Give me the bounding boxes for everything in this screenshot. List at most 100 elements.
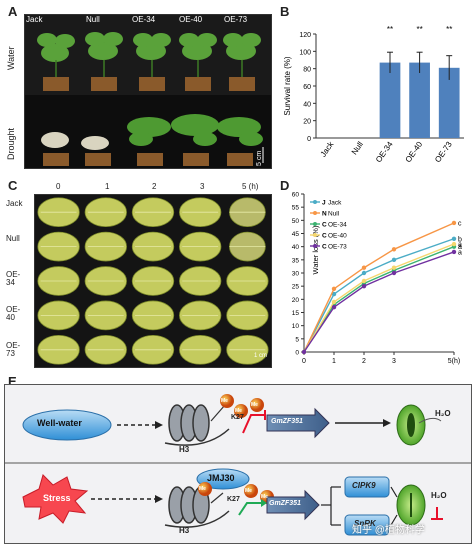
series-point xyxy=(331,299,337,305)
timepoint-3: 3 xyxy=(200,182,205,191)
leaf-1-1 xyxy=(84,231,127,262)
significance-letter: b xyxy=(458,236,462,243)
plant-photo-a xyxy=(24,14,272,169)
y-tick-label: 100 xyxy=(299,49,311,56)
series-point xyxy=(361,283,367,289)
x-tick-label: 2 xyxy=(362,358,366,365)
panel-c-letter: C xyxy=(8,178,18,193)
bar-oe-34 xyxy=(379,62,401,138)
survival-rate-chart: 0 20 40 60 80 100 120 Survival rate (%) Jack Null… xyxy=(283,25,464,165)
series-point xyxy=(451,241,457,247)
scale-a: 5 cm xyxy=(256,150,263,166)
jmj30-label: JMJ30 xyxy=(207,473,235,483)
leaf-3-4 xyxy=(226,300,269,331)
y-tick-label: 40 xyxy=(303,101,311,108)
y-tick-label: 30 xyxy=(292,271,300,278)
me-label-1: Me xyxy=(221,398,228,404)
y-tick-label: 60 xyxy=(292,192,300,199)
legend-label: OE-40 xyxy=(328,233,347,240)
category-label: OE-34 xyxy=(374,140,395,165)
timepoint-0: 0 xyxy=(56,182,61,191)
leaf-2-1 xyxy=(84,266,127,296)
leaf-photo-c xyxy=(34,194,272,368)
well-water-label: Well-water xyxy=(37,418,82,428)
series-point xyxy=(451,249,457,255)
row-label-water: Water xyxy=(6,46,16,70)
cipk9-label: CIPK9 xyxy=(352,481,376,490)
x-tick-label: 1 xyxy=(332,358,336,365)
panel-d-letter: D xyxy=(280,178,290,193)
significance-letter: a xyxy=(458,249,462,256)
series-point xyxy=(331,305,337,310)
leaf-0-4 xyxy=(229,197,266,228)
series-point xyxy=(391,257,397,263)
leaf-row-null: Null xyxy=(6,234,20,243)
panel-e-letter: E xyxy=(8,374,17,389)
timepoint-2: 2 xyxy=(152,182,157,191)
me-label-5: Me xyxy=(245,488,252,494)
plant-photo-a-drawing xyxy=(25,15,271,168)
legend-label: OE-73 xyxy=(328,244,347,251)
bar-oe-40 xyxy=(409,62,430,138)
leaf-1-0 xyxy=(37,231,80,262)
legend-label: Null xyxy=(328,211,340,218)
model-diagram-drawing xyxy=(5,394,471,536)
legend-prefix: C xyxy=(322,222,327,229)
genotype-jack: Jack xyxy=(26,15,43,24)
legend-prefix: C xyxy=(322,233,327,240)
scale-c: 1 cm xyxy=(254,353,268,359)
y-tick-label: 20 xyxy=(292,297,300,304)
me-label-4: Me xyxy=(199,486,206,492)
genotype-oe73: OE-73 xyxy=(224,15,248,24)
timepoint-5h: 5 (h) xyxy=(242,182,259,191)
leaf-row-jack: Jack xyxy=(6,199,23,208)
series-point xyxy=(301,349,307,355)
y-tick-label: 10 xyxy=(292,323,300,330)
leaf-4-3 xyxy=(179,334,222,365)
stress-label: Stress xyxy=(43,493,71,503)
series-point xyxy=(331,286,337,291)
legend-marker xyxy=(313,244,317,248)
me-label-3: Me xyxy=(251,402,258,408)
y-tick-label: 20 xyxy=(303,119,311,126)
x-tick-label: 5(h) xyxy=(448,358,460,365)
y-tick-label: 120 xyxy=(299,32,311,39)
significance-letter: a xyxy=(458,244,462,251)
significance-label: ** xyxy=(387,25,393,34)
leaf-0-2 xyxy=(131,197,175,228)
legend-label: Jack xyxy=(328,200,342,207)
h3-label-top: H3 xyxy=(179,445,190,454)
leaf-row-oe73: OE-73 xyxy=(6,341,21,358)
y-tick-label: 0 xyxy=(307,136,311,143)
leaf-1-3 xyxy=(179,231,222,262)
y-axis-label: Survival rate (%) xyxy=(283,56,292,115)
h2o-label-bottom: H₂O xyxy=(431,491,447,500)
genotype-header-a: Jack Null OE-34 OE-40 OE-73 xyxy=(26,15,266,27)
y-tick-label: 60 xyxy=(303,84,311,91)
x-tick-label: 0 xyxy=(302,358,306,365)
significance-label: ** xyxy=(446,25,452,34)
x-tick-label: 3 xyxy=(392,358,396,365)
h2o-label-top: H₂O xyxy=(435,409,451,418)
leaf-2-0 xyxy=(37,266,80,296)
k27-label-bottom: K27 xyxy=(227,496,240,503)
y-tick-label: 5 xyxy=(295,336,299,343)
genotype-null: Null xyxy=(86,15,100,24)
series-line-null xyxy=(303,222,455,353)
me-label-6: Me xyxy=(261,494,268,500)
drought-plants xyxy=(41,114,263,166)
y-tick-label: 25 xyxy=(292,284,300,291)
legend-prefix: C xyxy=(322,244,327,251)
leaf-3-2 xyxy=(131,300,175,331)
series-point xyxy=(451,220,457,226)
y-tick-label: 55 xyxy=(292,205,300,212)
leaf-4-0 xyxy=(37,334,80,365)
genotype-oe40: OE-40 xyxy=(179,15,203,24)
row-label-drought: Drought xyxy=(6,127,16,160)
category-label: OE-40 xyxy=(404,140,425,165)
leaf-2-4 xyxy=(226,266,269,296)
water-loss-chart: 0 5 10 15 20 25 30 35 40 45 50 55 60 0 1 2 3 5(h) Water lo… xyxy=(292,192,462,366)
legend-label: OE-34 xyxy=(328,222,347,229)
category-label: OE-73 xyxy=(433,140,454,165)
legend-marker xyxy=(313,211,317,215)
